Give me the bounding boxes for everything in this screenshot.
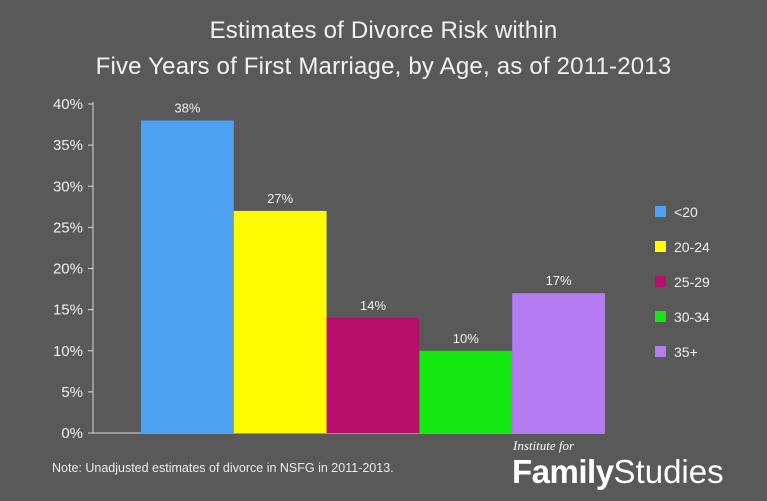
y-tick-label: 15% [53, 302, 83, 319]
y-tick-label: 5% [61, 384, 83, 401]
data-label: 10% [453, 331, 479, 346]
legend-swatch [655, 241, 666, 252]
legend-label: 25-29 [674, 274, 710, 290]
footnote: Note: Unadjusted estimates of divorce in… [52, 461, 394, 475]
brand-word-studies: Studies [613, 453, 724, 490]
brand-word-family: Family [512, 453, 614, 490]
bar-2 [326, 317, 420, 433]
y-tick-label: 20% [53, 261, 83, 278]
y-tick-label: 25% [53, 219, 83, 236]
chart-title-line-1: Estimates of Divorce Risk within [209, 17, 558, 44]
legend: <20 20-24 25-29 30-34 35+ [655, 204, 710, 360]
data-label: 14% [360, 298, 386, 313]
legend-label: 30-34 [674, 309, 710, 325]
data-labels: 38% 27% 14% 10% 17% [174, 100, 572, 345]
y-tick-label: 0% [61, 425, 83, 442]
legend-swatch [655, 311, 666, 322]
y-axis: 0% 5% 10% 15% 20% 25% 30% 35% 40% [53, 96, 605, 442]
data-label: 38% [174, 100, 200, 115]
legend-swatch [655, 206, 666, 217]
legend-label: 35+ [674, 344, 698, 360]
y-tick-label: 35% [53, 137, 83, 154]
bar-3 [419, 350, 513, 433]
bars [141, 120, 605, 433]
bar-0 [141, 120, 234, 433]
y-tick-label: 10% [53, 343, 83, 360]
data-label: 17% [546, 273, 572, 288]
legend-label: 20-24 [674, 239, 710, 255]
chart-title-line-2: Five Years of First Marriage, by Age, as… [95, 53, 672, 80]
brand-logo: FamilyStudies [512, 452, 724, 492]
legend-swatch [655, 346, 666, 357]
bar-1 [233, 210, 327, 433]
legend-label: <20 [674, 204, 698, 220]
data-label: 27% [267, 191, 293, 206]
bar-4 [512, 293, 605, 433]
legend-swatch [655, 276, 666, 287]
y-tick-label: 30% [53, 178, 83, 195]
y-tick-label: 40% [53, 96, 83, 113]
brand-institute-for: Institute for [513, 438, 575, 453]
